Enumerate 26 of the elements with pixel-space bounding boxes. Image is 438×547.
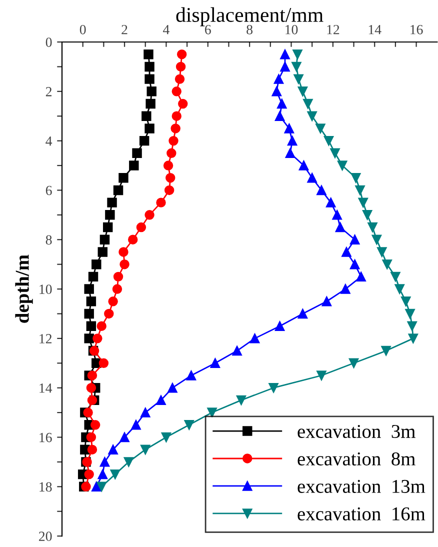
- y-tick-label: 8: [46, 235, 52, 245]
- y-tick-label: 16: [40, 432, 52, 442]
- y-tick-label: 10: [40, 284, 52, 294]
- legend-label: excavation 3m: [298, 424, 416, 438]
- x-tick-label: 4: [163, 25, 170, 34]
- x-tick-label: 2: [122, 24, 128, 34]
- x-tick-label: 14: [368, 25, 382, 34]
- x-tick-label: 10: [286, 24, 298, 34]
- legend-label: excavation 13m: [298, 480, 426, 493]
- y-tick-label: 0: [46, 38, 52, 47]
- x-tick-label: 12: [327, 24, 340, 34]
- x-tick-label: 8: [246, 24, 253, 34]
- x-tick-label: 6: [205, 24, 211, 34]
- y-tick-label: 4: [46, 136, 52, 146]
- legend-label: excavation 8m: [298, 452, 416, 466]
- y-tick-label: 20: [39, 532, 52, 542]
- x-tick-label: 16: [410, 24, 423, 34]
- y-tick-label: 12: [40, 334, 52, 344]
- y-tick-label: 18: [40, 482, 52, 492]
- legend-label: excavation 16m: [298, 507, 426, 520]
- x-tick-label: 0: [80, 24, 86, 34]
- y-tick-label: 2: [46, 87, 52, 96]
- y-axis-title: depth/m: [15, 254, 33, 323]
- x-axis-title: displacement/mm: [176, 7, 324, 26]
- y-tick-label: 14: [40, 383, 52, 393]
- y-tick-label: 6: [46, 186, 52, 196]
